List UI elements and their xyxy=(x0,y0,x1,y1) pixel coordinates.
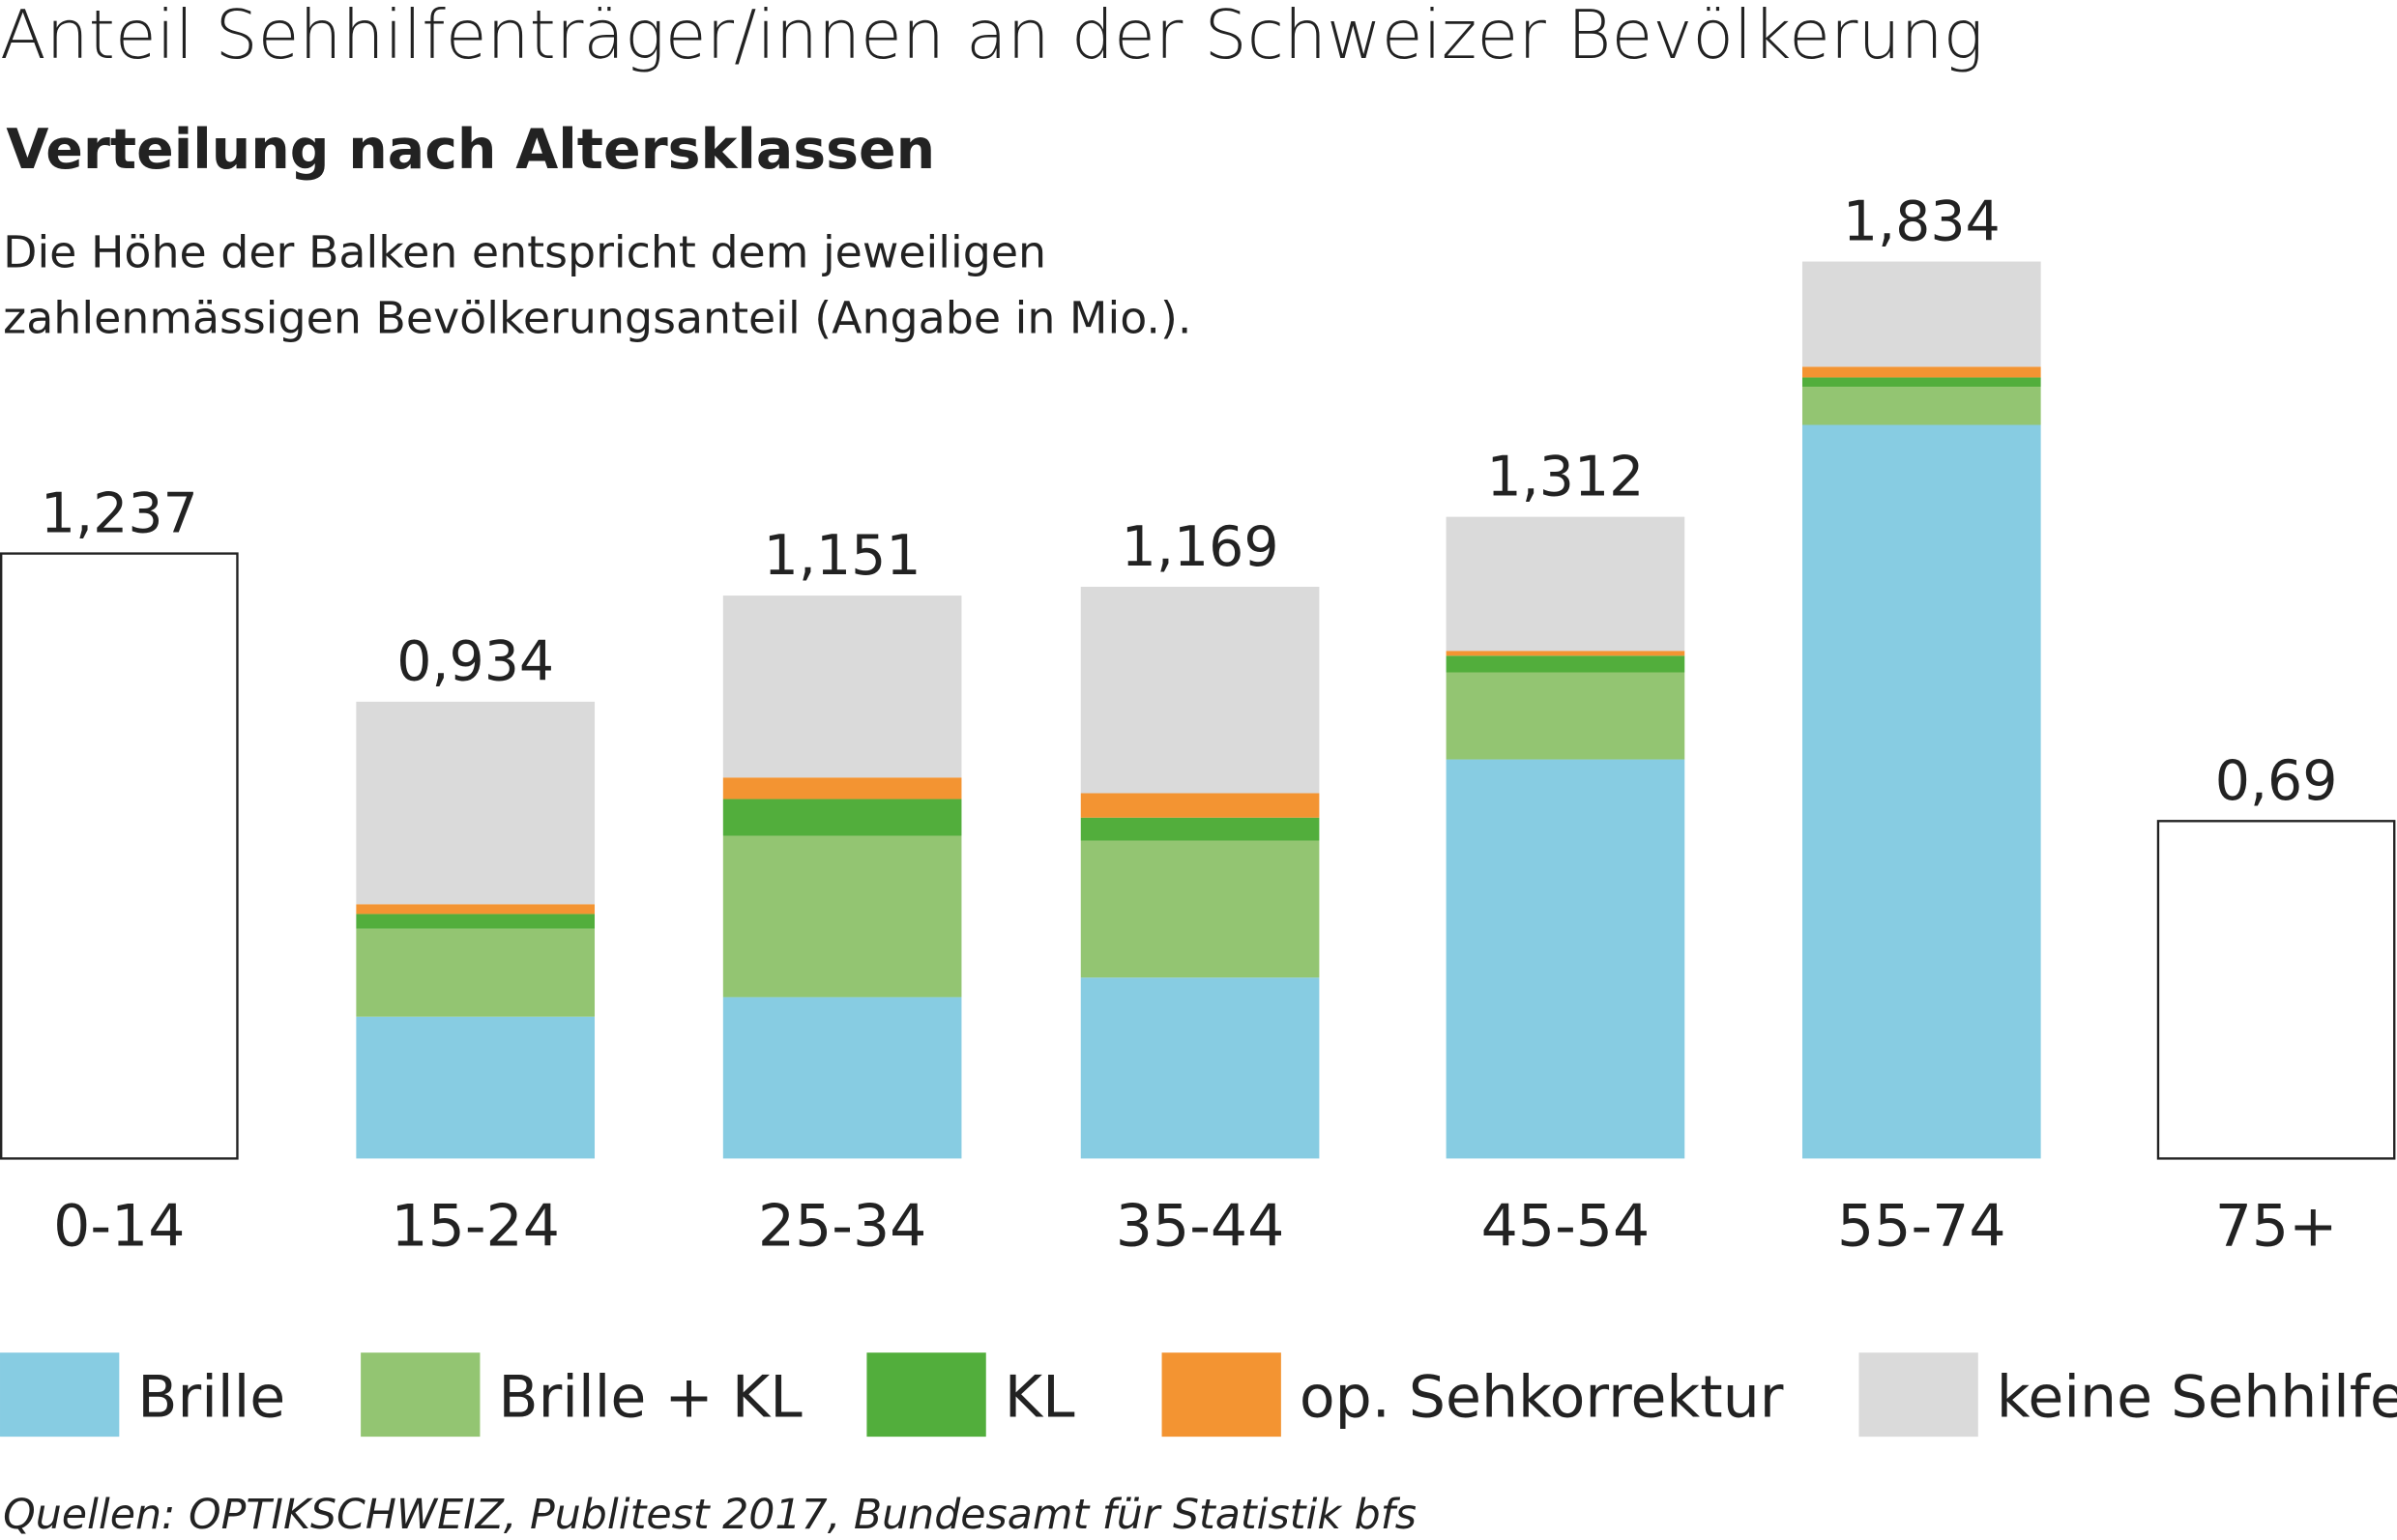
source: Quellen: OPTIKSCHWEIZ, Publitest 2017, B… xyxy=(3,1491,1417,1539)
bar-segment xyxy=(1080,817,1320,841)
bar xyxy=(0,552,239,1160)
bar-segment xyxy=(1801,424,2041,1159)
legend-label: KL xyxy=(1005,1364,1075,1432)
description: zahlenmässigen Bevölkerungsanteil (Angab… xyxy=(3,292,1191,344)
legend-swatch xyxy=(0,1352,120,1438)
value-label: 1,237 xyxy=(41,481,198,545)
bar-segment xyxy=(1080,977,1320,1159)
value-label: 1,834 xyxy=(1843,189,2001,253)
legend-swatch xyxy=(1858,1352,1978,1438)
bar-segment xyxy=(356,928,596,1017)
legend-label: keine Sehhilfe xyxy=(1997,1364,2397,1432)
bar-segment xyxy=(722,596,962,778)
bar-segment xyxy=(1801,377,2041,388)
x-tick-label: 0-14 xyxy=(53,1193,185,1261)
bar-segment xyxy=(722,777,962,799)
bar-segment xyxy=(1446,516,1685,652)
legend-label: Brille + KL xyxy=(498,1364,803,1432)
value-label: 0,934 xyxy=(396,630,554,694)
bar-segment xyxy=(1080,586,1320,794)
bar-segment xyxy=(1080,840,1320,978)
bar-segment xyxy=(356,1016,596,1159)
x-tick-label: 45-54 xyxy=(1481,1193,1651,1261)
bar-segment xyxy=(722,997,962,1159)
bar xyxy=(2156,820,2396,1160)
legend-label: Brille xyxy=(137,1364,285,1432)
legend-swatch xyxy=(1161,1352,1281,1438)
chart-subtitle: Verteilung nach Altersklassen xyxy=(6,118,935,182)
bar-segment xyxy=(356,914,596,929)
bar-segment xyxy=(1080,793,1320,818)
value-label: 0,69 xyxy=(2215,749,2338,813)
bar-segment xyxy=(722,799,962,836)
x-tick-label: 75+ xyxy=(2215,1193,2338,1261)
bar-segment xyxy=(1801,261,2041,367)
x-tick-label: 15-24 xyxy=(391,1193,560,1261)
bar-segment xyxy=(356,904,596,915)
bar-segment xyxy=(356,701,596,905)
bar-segment xyxy=(1446,655,1685,673)
bar-segment xyxy=(1446,651,1685,656)
x-tick-label: 55-74 xyxy=(1837,1193,2006,1261)
bar-segment xyxy=(1446,672,1685,760)
bar-segment xyxy=(1801,387,2041,425)
bar-segment xyxy=(1801,366,2041,378)
bar-segment xyxy=(722,835,962,998)
x-tick-label: 25-34 xyxy=(758,1193,927,1261)
legend-label: op. Sehkorrektur xyxy=(1300,1364,1784,1432)
value-label: 1,169 xyxy=(1122,515,1279,579)
value-label: 1,151 xyxy=(764,524,921,588)
legend-swatch xyxy=(866,1352,986,1438)
legend-swatch xyxy=(361,1352,481,1438)
x-tick-label: 35-44 xyxy=(1116,1193,1285,1261)
description: Die Höhe der Balken entspricht dem jewei… xyxy=(3,226,1046,278)
bar-segment xyxy=(1446,759,1685,1159)
value-label: 1,312 xyxy=(1486,445,1644,508)
chart-title: Anteil Sehhilfenträger/innen an der Schw… xyxy=(0,0,1983,74)
